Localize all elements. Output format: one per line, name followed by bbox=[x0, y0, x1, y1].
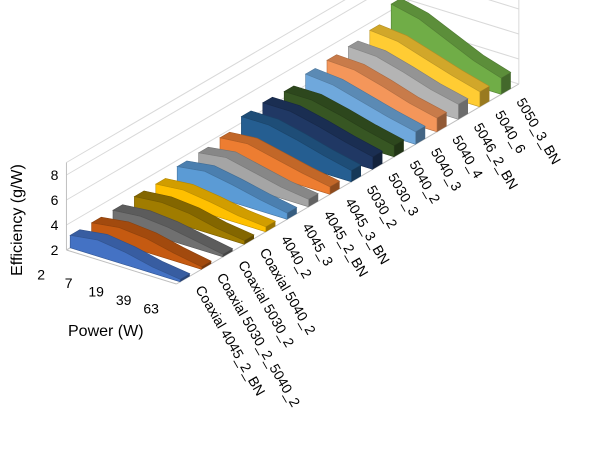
x-tick-label: 39 bbox=[116, 292, 132, 308]
series-end-cap bbox=[436, 112, 447, 132]
floor-front-edge bbox=[66, 249, 177, 285]
side-wall-gridline bbox=[66, 0, 410, 201]
x-tick-label: 7 bbox=[65, 275, 73, 291]
series-end-cap bbox=[265, 221, 276, 232]
series-end-cap bbox=[287, 207, 297, 220]
series-ribbon-5030-3 bbox=[262, 96, 384, 170]
series-ribbon-5040-3 bbox=[304, 68, 426, 145]
series-end-cap bbox=[244, 234, 255, 245]
y-axis-title: Efficiency (g/W) bbox=[9, 164, 26, 276]
series-ribbon-5040-4 bbox=[326, 54, 448, 133]
series-end-cap bbox=[180, 273, 190, 282]
series-ribbon-4045-3-bn bbox=[219, 131, 341, 195]
series-ribbon-coaxial-5030-2 bbox=[112, 204, 234, 258]
series-end-cap bbox=[458, 98, 469, 120]
series-end-cap bbox=[308, 193, 319, 207]
y-tick-label: 8 bbox=[51, 167, 59, 183]
x-tick-label: 19 bbox=[88, 283, 104, 299]
series-ribbon-5030-2 bbox=[240, 110, 362, 183]
x-axis-title: Power (W) bbox=[68, 323, 144, 340]
y-tick-label: 2 bbox=[51, 242, 59, 258]
y-tick-label: 4 bbox=[51, 217, 59, 233]
series-ribbon-5050-3-bn bbox=[390, 0, 512, 95]
series-end-cap bbox=[201, 261, 212, 270]
series-end-cap bbox=[501, 72, 511, 95]
series-end-cap bbox=[351, 164, 362, 182]
series-end-cap bbox=[394, 139, 404, 157]
series-end-cap bbox=[372, 151, 383, 170]
series-end-cap bbox=[222, 248, 233, 257]
x-tick-label: 63 bbox=[143, 300, 159, 316]
back-wall-gridline bbox=[488, 0, 519, 10]
y-tick-label: 6 bbox=[51, 192, 59, 208]
series-ribbon-5040-6 bbox=[369, 24, 490, 108]
series-end-cap bbox=[329, 181, 340, 195]
series-front-face bbox=[69, 234, 181, 283]
series-ribbon-4045-3 bbox=[176, 160, 298, 220]
floor-right-edge bbox=[176, 83, 520, 285]
series-ribbon-coaxial-4045-2-bn bbox=[69, 229, 191, 283]
side-wall-gridline bbox=[66, 0, 368, 176]
series-label: 5050_3_BN bbox=[513, 95, 564, 167]
series-end-cap bbox=[479, 86, 490, 107]
series-layer bbox=[69, 0, 512, 283]
back-wall-gridline bbox=[408, 0, 519, 35]
series-end-cap bbox=[415, 126, 426, 145]
x-tick-label: 2 bbox=[37, 266, 45, 282]
side-wall-top-edge bbox=[66, 0, 346, 163]
